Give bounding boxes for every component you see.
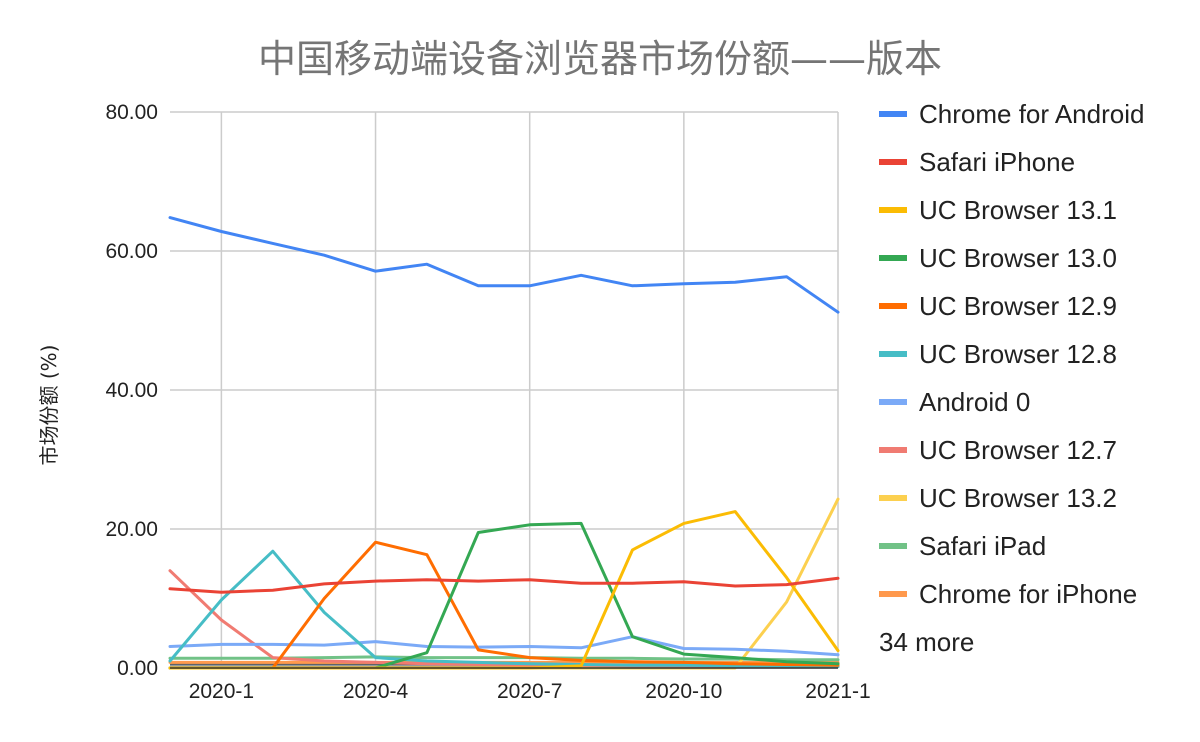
legend-more-link[interactable]: 34 more <box>879 627 974 657</box>
legend-label: UC Browser 12.7 <box>919 435 1117 465</box>
series-line-safari-iphone <box>168 576 840 594</box>
legend-label: UC Browser 12.9 <box>919 291 1117 321</box>
chart-title: 中国移动端设备浏览器市场份额——版本 <box>257 37 942 81</box>
series-layer <box>168 216 840 670</box>
x-tick-label: 2020-4 <box>343 680 409 703</box>
legend-item-uc-browser-12-7[interactable]: UC Browser 12.7 <box>879 435 1117 465</box>
legend-item-uc-browser-12-9[interactable]: UC Browser 12.9 <box>879 291 1117 321</box>
legend-label: UC Browser 12.8 <box>919 339 1117 369</box>
legend-label: Safari iPad <box>919 531 1046 561</box>
legend-swatch <box>879 543 907 549</box>
legend-item-safari-ipad[interactable]: Safari iPad <box>879 531 1046 561</box>
legend-swatch <box>879 207 907 213</box>
series-line-chrome-for-android <box>168 216 840 314</box>
legend-item-uc-browser-12-8[interactable]: UC Browser 12.8 <box>879 339 1117 369</box>
y-tick-label: 0.00 <box>117 657 158 680</box>
series-line-uc-browser-12-8 <box>168 549 840 669</box>
legend-swatch <box>879 495 907 501</box>
legend-swatch <box>879 303 907 309</box>
legend-swatch <box>879 447 907 453</box>
y-axis-label: 市场份额 (%) <box>37 345 61 466</box>
legend-label: Safari iPhone <box>919 147 1075 177</box>
legend-swatch <box>879 111 907 117</box>
y-tick-label: 20.00 <box>105 518 158 541</box>
x-tick-label: 2020-10 <box>645 680 722 703</box>
legend-swatch <box>879 255 907 261</box>
series-line-android-0 <box>168 635 840 657</box>
legend-label: UC Browser 13.0 <box>919 243 1117 273</box>
series-line-uc-browser-13-2 <box>168 497 840 670</box>
legend[interactable]: Chrome for Android Safari iPhone UC Browse… <box>879 99 1144 657</box>
y-tick-label: 80.00 <box>105 101 158 124</box>
legend-swatch <box>879 159 907 165</box>
x-tick-label: 2020-7 <box>497 680 562 703</box>
legend-label: Chrome for iPhone <box>919 579 1137 609</box>
y-tick-label: 60.00 <box>105 240 158 263</box>
x-tick-label: 2021-1 <box>805 680 870 703</box>
legend-label: Android 0 <box>919 387 1030 417</box>
legend-swatch <box>879 591 907 597</box>
legend-label: Chrome for Android <box>919 99 1144 129</box>
legend-item-chrome-for-android[interactable]: Chrome for Android <box>879 99 1144 129</box>
legend-label: UC Browser 13.1 <box>919 195 1117 225</box>
legend-swatch <box>879 399 907 405</box>
y-tick-label: 40.00 <box>105 379 158 402</box>
legend-item-safari-iphone[interactable]: Safari iPhone <box>879 147 1075 177</box>
legend-item-android-0[interactable]: Android 0 <box>879 387 1030 417</box>
x-tick-label: 2020-1 <box>189 680 254 703</box>
legend-item-uc-browser-13-1[interactable]: UC Browser 13.1 <box>879 195 1117 225</box>
legend-item-uc-browser-13-2[interactable]: UC Browser 13.2 <box>879 483 1117 513</box>
legend-swatch <box>879 351 907 357</box>
legend-label: UC Browser 13.2 <box>919 483 1117 513</box>
legend-item-chrome-for-iphone[interactable]: Chrome for iPhone <box>879 579 1137 609</box>
legend-item-uc-browser-13-0[interactable]: UC Browser 13.0 <box>879 243 1117 273</box>
axis-layer: 0.00 20.00 40.00 60.00 80.00 2020-1 2020-4 2020… <box>105 101 870 703</box>
series-line-uc-browser-12-9 <box>168 540 840 670</box>
